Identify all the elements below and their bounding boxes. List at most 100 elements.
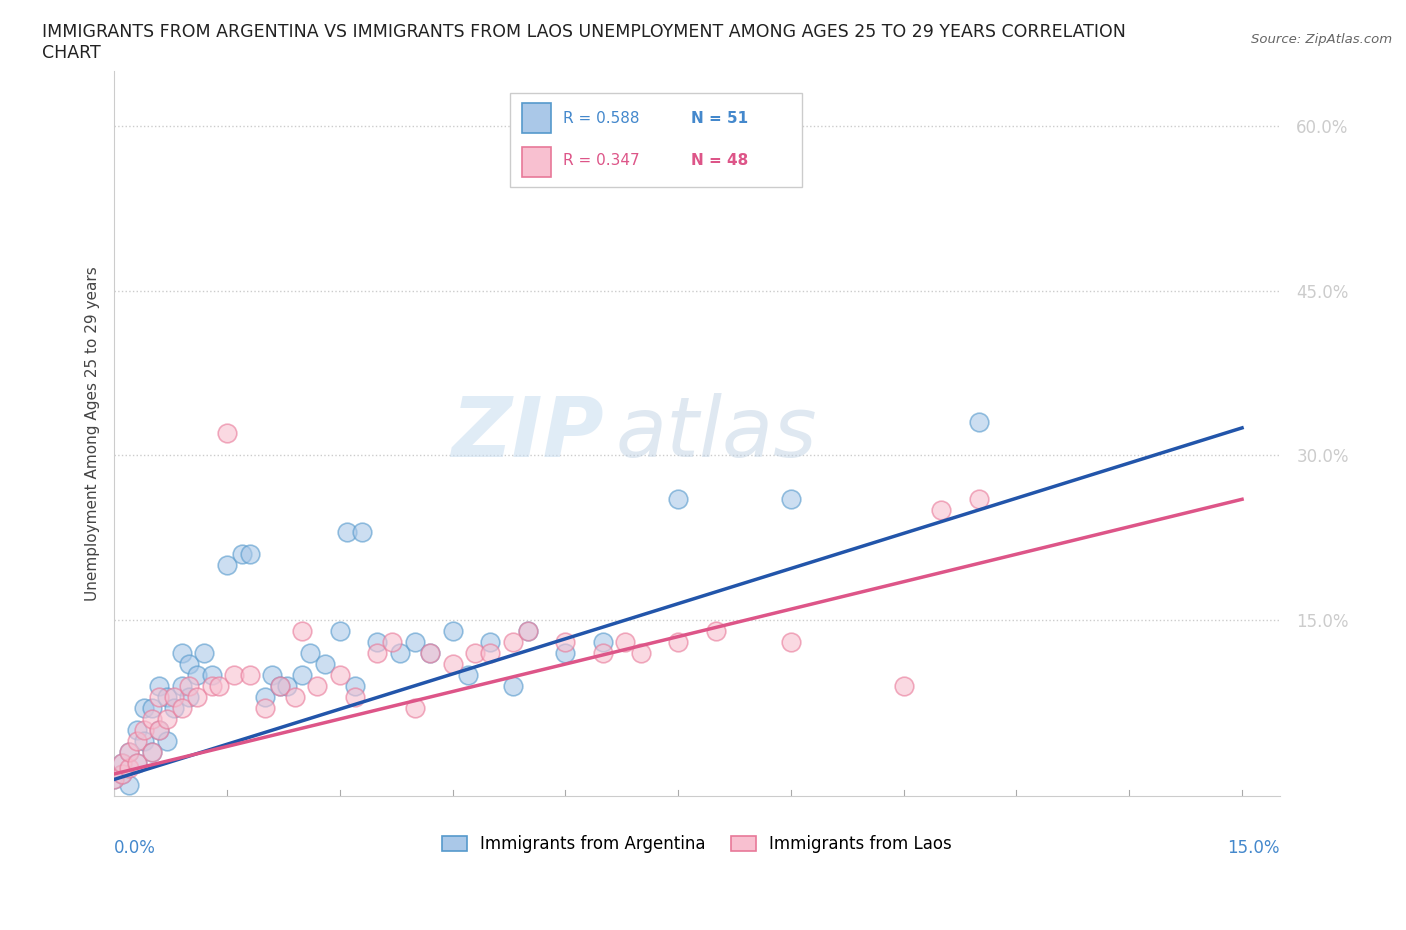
Point [291,668,314,683]
Point [284,690,307,705]
Point [502,679,524,694]
Point [141,711,163,726]
Point [224,668,246,683]
Text: 15.0%: 15.0% [1227,840,1279,857]
Point [352,525,374,539]
Point [125,755,148,770]
Point [201,679,224,694]
Point [967,415,990,430]
Point [780,492,803,507]
Point [704,624,727,639]
Point [238,547,260,562]
Point [148,723,170,737]
Point [666,634,689,649]
Point [141,745,163,760]
Point [419,645,441,660]
Point [366,634,388,649]
Text: Source: ZipAtlas.com: Source: ZipAtlas.com [1251,33,1392,46]
Point [516,624,538,639]
Point [592,634,614,649]
Point [125,734,148,749]
Point [111,766,134,781]
Point [343,690,366,705]
Point [201,668,224,683]
Point [780,634,803,649]
Point [141,745,163,760]
Point [307,679,329,694]
Point [298,645,321,660]
Text: ZIP: ZIP [451,392,603,474]
Point [215,558,238,573]
Point [441,657,464,671]
Point [291,624,314,639]
Point [269,679,291,694]
Point [156,734,179,749]
Point [502,634,524,649]
Point [457,668,479,683]
Point [479,634,502,649]
Point [134,700,156,715]
Point [253,700,276,715]
Point [419,645,441,660]
Point [215,426,238,441]
Point [125,723,148,737]
Point [170,679,193,694]
Point [111,766,134,781]
Point [329,668,352,683]
Point [103,772,125,787]
Point [336,525,359,539]
Point [156,690,179,705]
Point [118,745,141,760]
Point [276,679,298,694]
Point [186,690,208,705]
Point [366,645,388,660]
Point [893,679,915,694]
Point [111,755,134,770]
Point [404,634,426,649]
Point [103,772,125,787]
Text: atlas: atlas [616,392,817,474]
Point [238,668,260,683]
Point [253,690,276,705]
Point [343,679,366,694]
Point [516,624,538,639]
Point [967,492,990,507]
Point [381,634,404,649]
Y-axis label: Unemployment Among Ages 25 to 29 years: Unemployment Among Ages 25 to 29 years [86,266,100,601]
Point [179,657,201,671]
Point [262,668,284,683]
Point [186,668,208,683]
Text: IMMIGRANTS FROM ARGENTINA VS IMMIGRANTS FROM LAOS UNEMPLOYMENT AMONG AGES 25 TO : IMMIGRANTS FROM ARGENTINA VS IMMIGRANTS … [42,23,1126,62]
Point [208,679,231,694]
Point [929,503,952,518]
Legend: Immigrants from Argentina, Immigrants from Laos: Immigrants from Argentina, Immigrants fr… [436,829,959,860]
Point [163,690,186,705]
Point [118,777,141,792]
Point [554,634,576,649]
Point [148,690,170,705]
Point [148,723,170,737]
Point [111,755,134,770]
Point [163,700,186,715]
Point [170,645,193,660]
Point [269,679,291,694]
Point [134,734,156,749]
Point [179,679,201,694]
Point [666,492,689,507]
Point [554,645,576,660]
Point [231,547,253,562]
Text: 0.0%: 0.0% [114,840,156,857]
Point [441,624,464,639]
Point [156,711,179,726]
Point [118,745,141,760]
Point [134,723,156,737]
Point [170,700,193,715]
Point [404,700,426,715]
Point [329,624,352,639]
Point [179,690,201,705]
Point [592,645,614,660]
Point [125,755,148,770]
Point [193,645,215,660]
Point [148,679,170,694]
Point [314,657,336,671]
